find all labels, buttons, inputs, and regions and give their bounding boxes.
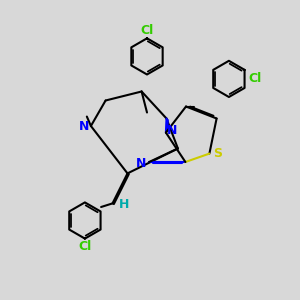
Text: N: N [136,157,146,170]
Text: S: S [213,147,222,160]
Text: Cl: Cl [248,72,262,86]
Text: H: H [118,198,129,211]
Text: Cl: Cl [140,24,154,37]
Text: Cl: Cl [78,240,92,253]
Text: N: N [79,119,89,133]
Text: N: N [167,124,178,137]
